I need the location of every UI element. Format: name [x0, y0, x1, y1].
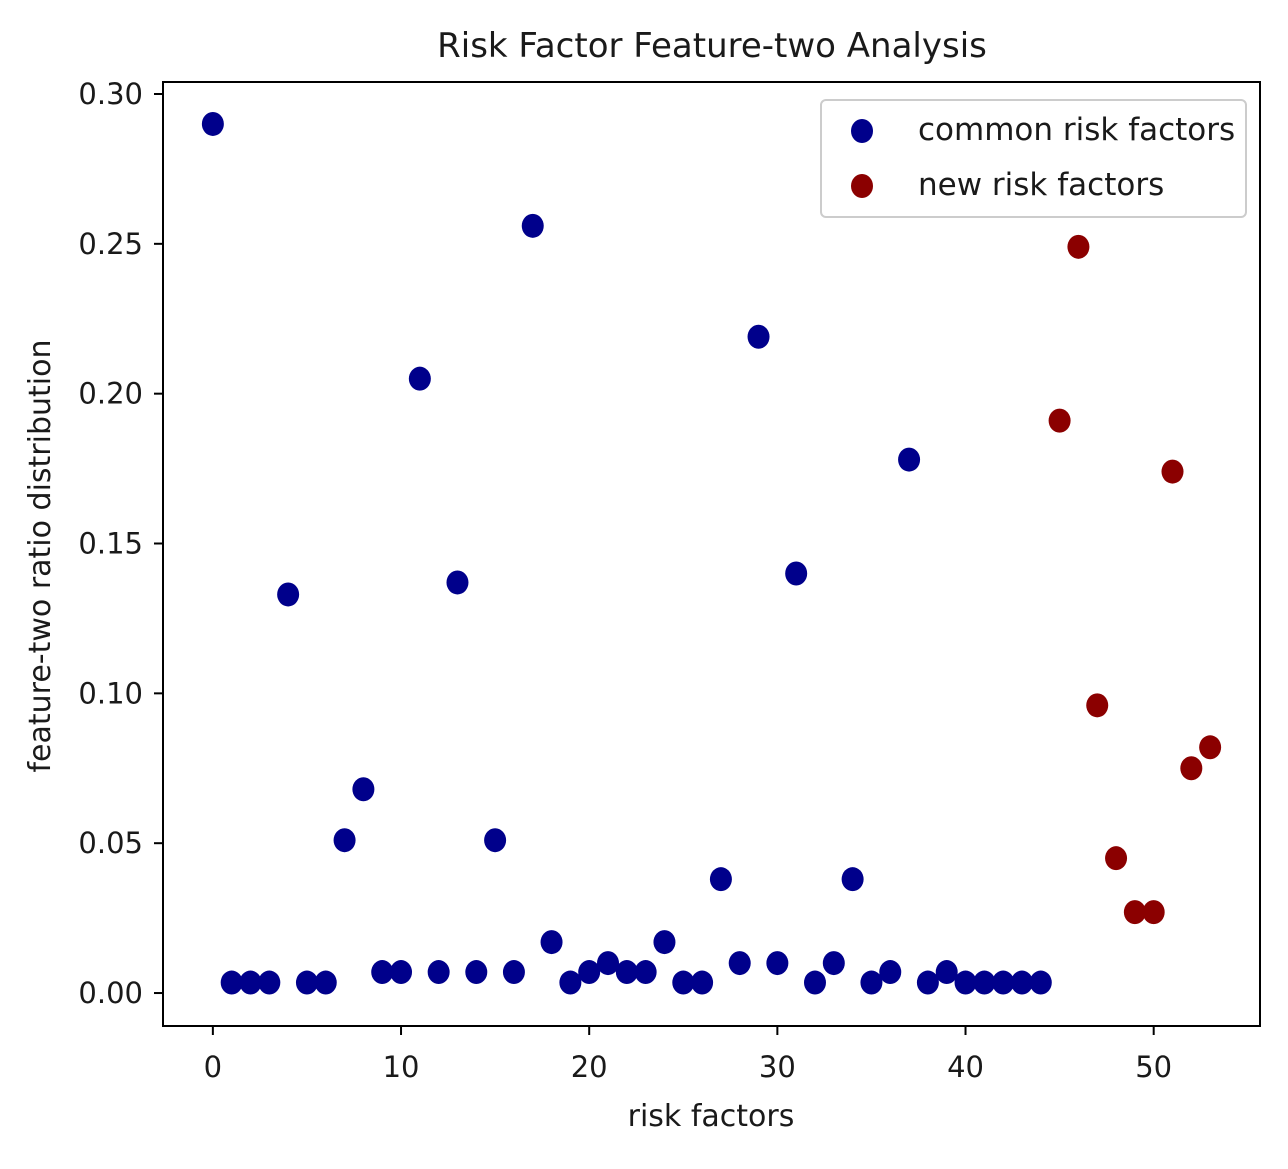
y-axis: 0.00 0.05 0.10 0.15 0.20 0.25 0.30 [78, 77, 163, 1010]
common-risk-factors-point [935, 960, 958, 985]
common-risk-factors-point [992, 970, 1015, 995]
new-risk-factors-point [1199, 735, 1222, 760]
common-risk-factors-point [390, 960, 413, 985]
common-risk-factors-point [484, 828, 507, 853]
common-risk-factors-point [408, 366, 431, 391]
common-risk-factors-point [709, 867, 732, 892]
new-risk-factors-point [1161, 459, 1184, 484]
common-risk-factors-point [427, 960, 450, 985]
common-risk-factors-point [785, 561, 808, 586]
common-risk-factors-point [201, 111, 224, 136]
common-risk-factors-point [766, 951, 789, 976]
legend: common risk factors new risk factors [820, 99, 1247, 218]
new-risk-factors-point [1142, 900, 1165, 925]
common-risk-factors-point [841, 867, 864, 892]
common-risk-factors-point [728, 951, 751, 976]
x-tick-label: 10 [383, 1050, 420, 1084]
x-tick-label: 30 [759, 1050, 796, 1084]
common-risk-factors-point [672, 970, 695, 995]
chart-title: Risk Factor Feature-two Analysis [437, 26, 987, 66]
common-risk-factors-point [521, 213, 544, 238]
common-risk-factors-point [371, 960, 394, 985]
x-tick-label: 0 [204, 1050, 222, 1084]
common-risk-factors-point [1029, 970, 1052, 995]
common-risk-factors-point [314, 970, 337, 995]
x-axis: 0 10 20 30 40 50 [204, 1026, 1172, 1084]
common-risk-factors-point [333, 828, 356, 853]
data-points [201, 111, 1222, 995]
new-risk-factors-point [1048, 408, 1071, 433]
common-risk-factors-point [446, 570, 469, 595]
new-risk-factors-point [1105, 846, 1128, 871]
legend-marker-common-risk-factors [851, 119, 873, 143]
common-risk-factors-point [747, 324, 770, 349]
new-risk-factors-point [1180, 756, 1203, 781]
common-risk-factors-point [277, 582, 300, 607]
y-axis-label: feature-two ratio distribution [23, 340, 58, 773]
y-tick-label: 0.30 [78, 77, 143, 111]
common-risk-factors-point [465, 960, 488, 985]
common-risk-factors-point [559, 970, 582, 995]
common-risk-factors-point [973, 970, 996, 995]
common-risk-factors-point [822, 951, 845, 976]
common-risk-factors-point [578, 960, 601, 985]
new-risk-factors-point [1086, 693, 1109, 718]
y-tick-label: 0.15 [78, 527, 143, 561]
x-tick-label: 50 [1135, 1050, 1172, 1084]
common-risk-factors-point [916, 970, 939, 995]
common-risk-factors-point [803, 970, 826, 995]
common-risk-factors-point [295, 970, 318, 995]
x-tick-label: 20 [571, 1050, 608, 1084]
common-risk-factors-point [502, 960, 525, 985]
new-risk-factors-point [1123, 900, 1146, 925]
x-axis-label: risk factors [628, 1099, 795, 1134]
common-risk-factors-point [879, 960, 902, 985]
y-tick-label: 0.05 [78, 826, 143, 860]
y-tick-label: 0.25 [78, 227, 143, 261]
legend-marker-new-risk-factors [851, 174, 873, 198]
y-tick-label: 0.00 [78, 976, 143, 1010]
legend-box [820, 99, 1247, 218]
y-tick-label: 0.20 [78, 377, 143, 411]
common-risk-factors-point [860, 970, 883, 995]
common-risk-factors-point [634, 960, 657, 985]
new-risk-factors-point [1067, 234, 1090, 259]
legend-label-common-risk-factors: common risk factors [918, 112, 1235, 148]
common-risk-factors-point [691, 970, 714, 995]
common-risk-factors-point [239, 970, 262, 995]
common-risk-factors-point [615, 960, 638, 985]
x-tick-label: 40 [947, 1050, 984, 1084]
common-risk-factors-point [220, 970, 243, 995]
legend-label-new-risk-factors: new risk factors [918, 167, 1164, 203]
plot-frame [162, 81, 1261, 1027]
common-risk-factors-point [653, 930, 676, 955]
y-tick-label: 0.10 [78, 676, 143, 710]
common-risk-factors-point [898, 447, 921, 472]
common-risk-factors-point [540, 930, 563, 955]
common-risk-factors-point [352, 777, 375, 802]
common-risk-factors-point [1010, 970, 1033, 995]
common-risk-factors-point [258, 970, 281, 995]
common-risk-factors-point [597, 951, 620, 976]
common-risk-factors-point [954, 970, 977, 995]
